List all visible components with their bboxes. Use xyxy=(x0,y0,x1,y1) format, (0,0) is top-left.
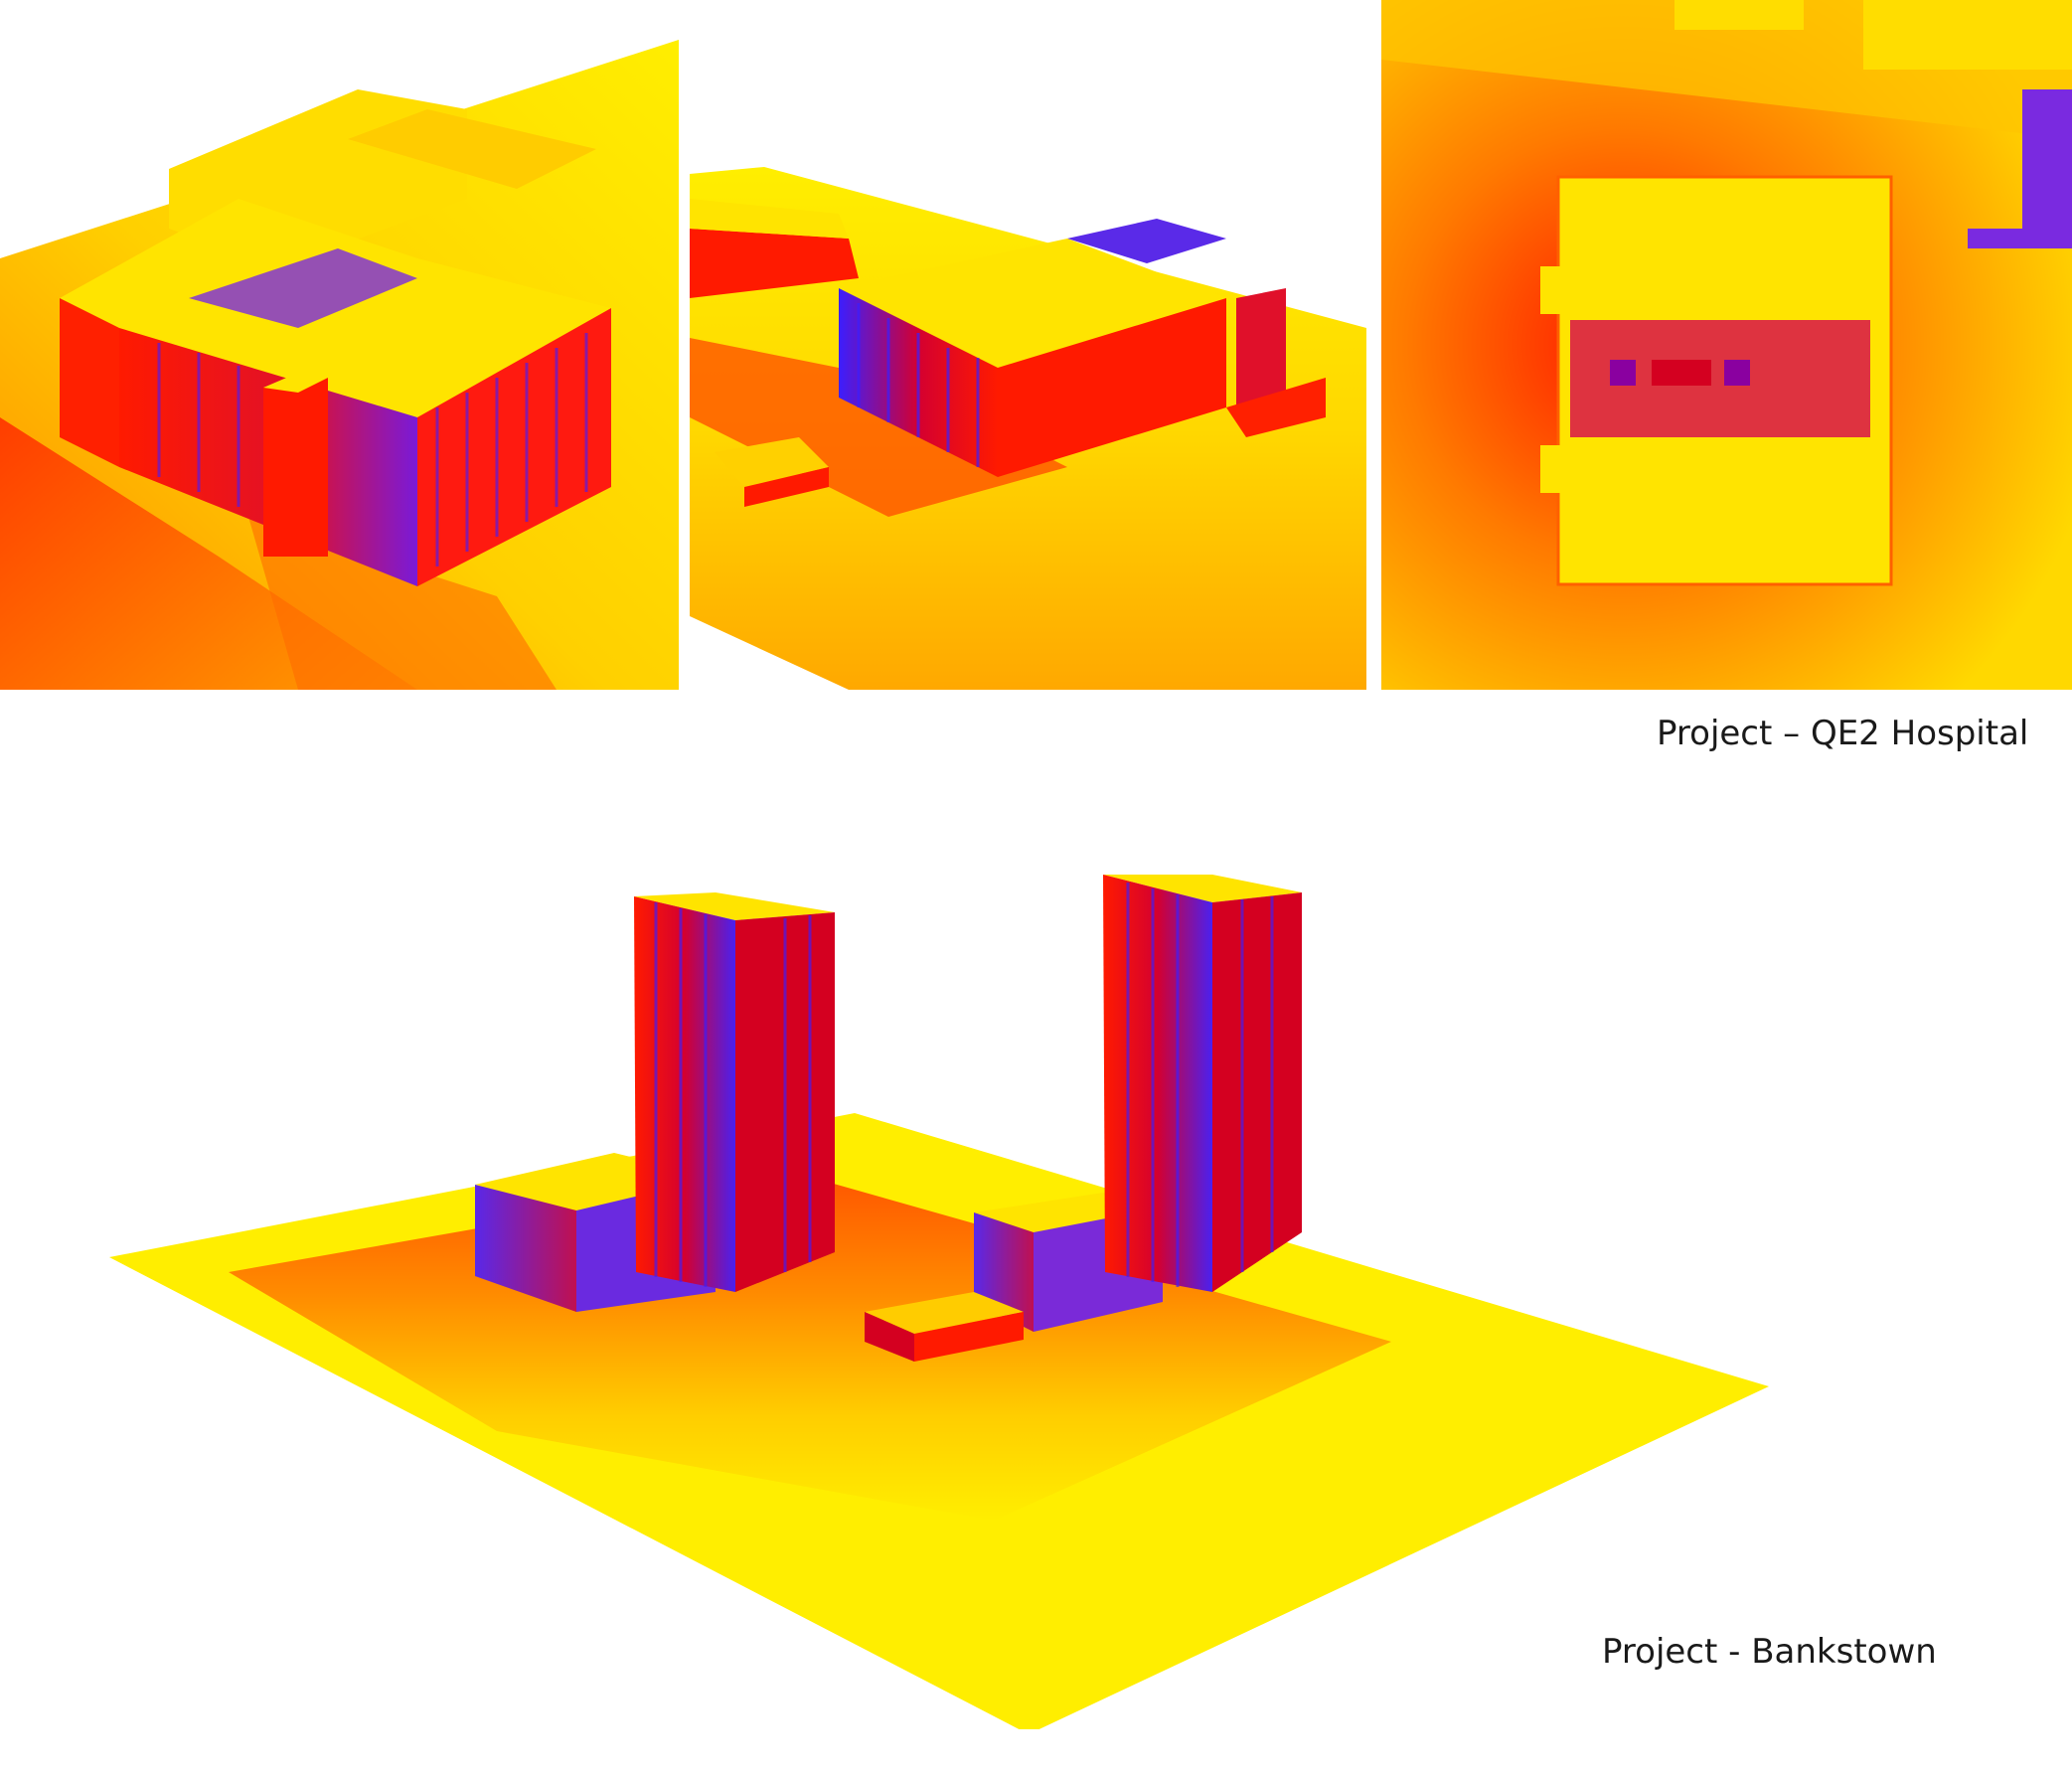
tower-wall xyxy=(1103,875,1212,1292)
north-building xyxy=(1674,0,1804,30)
wing-wall xyxy=(690,229,859,298)
tower-roof xyxy=(1103,875,1302,902)
link-roof xyxy=(865,1292,1024,1334)
tower-wall xyxy=(1212,892,1302,1292)
tower-wall xyxy=(634,896,735,1292)
roof-opening xyxy=(1724,360,1750,386)
low-wing xyxy=(1226,378,1326,437)
qe2-render-view-2 xyxy=(690,0,1366,690)
roof-opening xyxy=(1610,360,1636,386)
stair-tower-roof xyxy=(263,373,328,393)
roof-opening xyxy=(1652,360,1711,386)
qe2-render-view-1-svg xyxy=(0,40,679,690)
facade-lines xyxy=(857,303,980,467)
tower-facade-lines xyxy=(654,902,812,1287)
outbuilding-roof xyxy=(715,437,829,487)
wall xyxy=(60,298,119,467)
stair-block xyxy=(1540,445,1570,493)
cast-shadow xyxy=(248,517,557,690)
north-building xyxy=(1863,0,2072,70)
link-wall xyxy=(914,1312,1024,1362)
courtyard xyxy=(189,248,417,328)
qe2-render-view-2-svg xyxy=(690,167,1366,690)
qe2-render-top-view xyxy=(1381,0,2072,690)
facade-lines xyxy=(157,333,588,566)
bankstown-render xyxy=(99,875,1789,1729)
main-roof xyxy=(839,239,1226,368)
wing-roof xyxy=(690,199,849,239)
qe2-render-view-1 xyxy=(0,0,679,690)
east-shade xyxy=(1968,89,2072,248)
tower-facade-lines xyxy=(1126,883,1274,1287)
stair-tower xyxy=(263,378,328,557)
qe2-render-top-view-svg xyxy=(1381,0,2072,690)
courtyard xyxy=(1067,219,1226,263)
outbuilding-wall xyxy=(744,467,829,507)
link-wall xyxy=(865,1312,914,1362)
caption-qe2-hospital: Project – QE2 Hospital xyxy=(1657,714,2029,753)
podium-wall xyxy=(475,1185,576,1312)
stair-block xyxy=(1540,266,1570,314)
caption-bankstown: Project - Bankstown xyxy=(1602,1632,1937,1672)
wall xyxy=(998,298,1226,477)
stair-tower xyxy=(1236,288,1286,407)
cast-shadow xyxy=(690,338,1067,517)
tower-roof xyxy=(634,892,835,920)
bankstown-render-svg xyxy=(109,875,1769,1729)
upper-roof xyxy=(348,109,596,189)
